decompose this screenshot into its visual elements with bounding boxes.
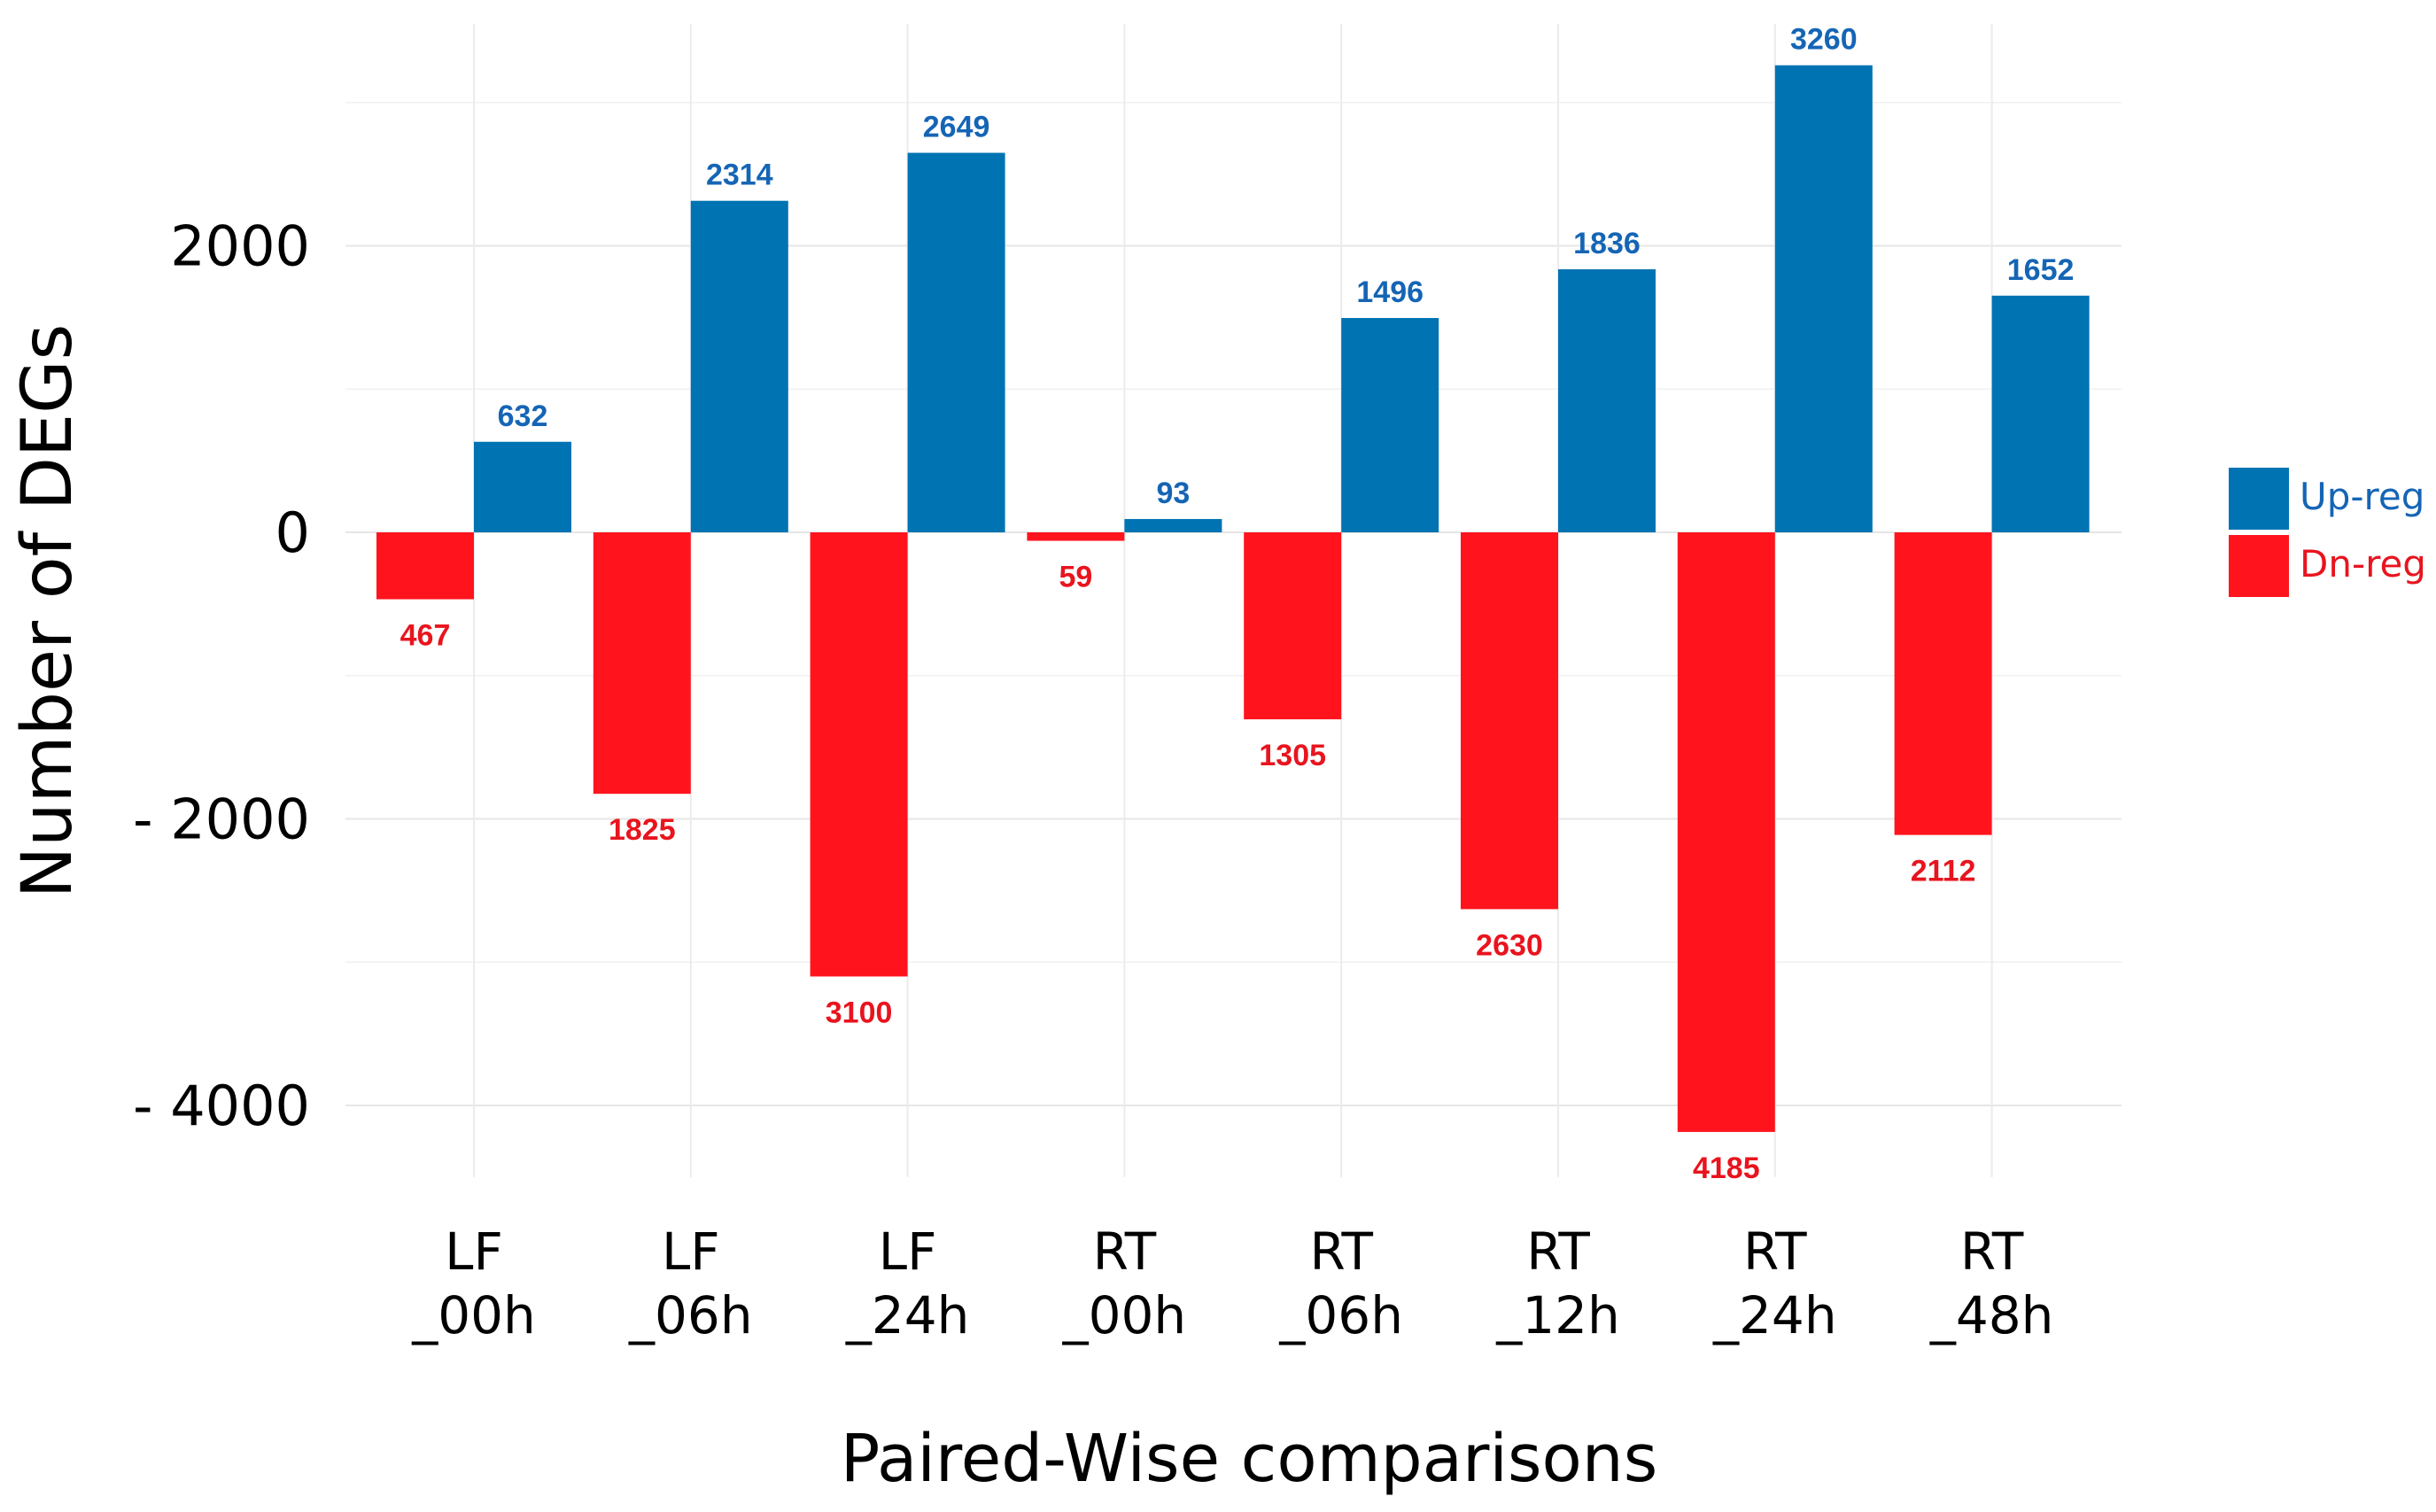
bar-up-reg <box>1341 318 1439 532</box>
bar-up-reg <box>907 152 1005 533</box>
x-tick-label: _06h <box>628 1285 753 1345</box>
bar-up-reg <box>1774 65 1873 532</box>
bar-dn-reg <box>1027 532 1125 541</box>
data-label: 3260 <box>1790 23 1858 57</box>
y-axis-title: Number of DEGs <box>8 324 88 899</box>
x-tick-label: RT <box>1526 1221 1590 1282</box>
bar-up-reg <box>690 200 788 532</box>
legend-label: Up-reg <box>2300 475 2424 518</box>
bar-dn-reg <box>376 532 474 600</box>
x-tick-label: _00h <box>411 1285 536 1345</box>
x-tick-label: LF <box>445 1221 503 1282</box>
data-label: 1652 <box>2007 253 2075 287</box>
x-tick-label: _12h <box>1495 1285 1620 1345</box>
data-label: 1496 <box>1356 275 1424 309</box>
legend: Up-reg Dn-reg <box>2229 468 2426 597</box>
data-label: 467 <box>400 619 451 653</box>
bar-up-reg <box>1991 295 2090 532</box>
data-label: 2630 <box>1476 928 1543 962</box>
bar-dn-reg <box>810 532 908 977</box>
data-label: 2112 <box>1911 855 1976 888</box>
x-axis-title: Paired-Wise comparisons <box>841 1421 1658 1497</box>
axis-layer: Number of DEGs Paired-Wise comparisons 2… <box>8 214 2053 1498</box>
x-tick-label: RT <box>1743 1221 1807 1282</box>
x-tick-label: LF <box>879 1221 937 1282</box>
data-label: 93 <box>1156 477 1190 510</box>
x-tick-label: RT <box>1309 1221 1373 1282</box>
x-tick-label: _24h <box>1712 1285 1837 1345</box>
data-label: 1825 <box>609 813 676 847</box>
bar-dn-reg <box>593 532 691 795</box>
bar-dn-reg <box>1461 532 1558 910</box>
bar-dn-reg <box>1894 532 1992 835</box>
x-tick-label: _06h <box>1278 1285 1403 1345</box>
data-label: 2314 <box>706 159 773 192</box>
bar-dn-reg <box>1677 532 1775 1132</box>
x-tick-label: _48h <box>1929 1285 2054 1345</box>
bar-up-reg <box>1124 518 1222 532</box>
y-tick-label: 0 <box>275 500 310 565</box>
data-label: 3100 <box>826 996 893 1029</box>
data-label: 1305 <box>1259 739 1326 772</box>
bar-up-reg <box>474 441 571 532</box>
x-tick-label: _00h <box>1062 1285 1187 1345</box>
data-label: 59 <box>1059 561 1092 594</box>
data-label: 2649 <box>923 111 990 144</box>
legend-swatch <box>2229 468 2289 530</box>
y-tick-label: - 2000 <box>133 787 310 852</box>
x-tick-label: _24h <box>845 1285 970 1345</box>
legend-label: Dn-reg <box>2300 542 2426 585</box>
x-tick-label: RT <box>1960 1221 2024 1282</box>
bar-layer <box>376 65 2090 1132</box>
x-tick-label: RT <box>1093 1221 1157 1282</box>
y-tick-label: 2000 <box>170 214 310 279</box>
data-label: 1836 <box>1573 227 1641 260</box>
data-label-layer: 467 1825 3100 59 1305 2630 4185 2112 632 2314 2649… <box>400 23 2075 1185</box>
legend-swatch <box>2229 535 2289 597</box>
bar-dn-reg <box>1244 532 1342 720</box>
y-tick-label: - 4000 <box>133 1074 310 1138</box>
bar-up-reg <box>1558 269 1656 532</box>
x-tick-label: LF <box>662 1221 720 1282</box>
data-label: 632 <box>498 399 548 433</box>
data-label: 4185 <box>1693 1151 1760 1185</box>
